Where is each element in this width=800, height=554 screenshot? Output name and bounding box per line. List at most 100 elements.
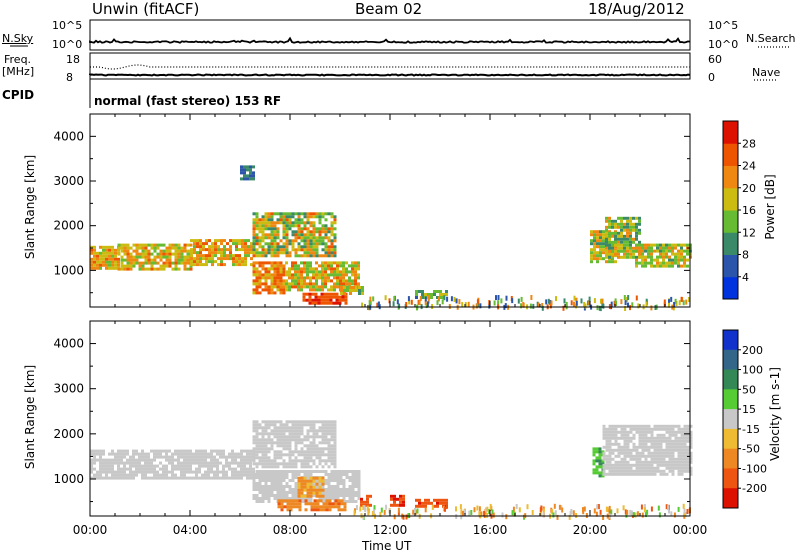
power-cell	[596, 260, 599, 264]
power-cell	[439, 293, 442, 296]
power-cell	[114, 257, 117, 261]
vel-cell	[258, 426, 262, 430]
vel-cell	[93, 458, 96, 462]
power-cell	[306, 285, 309, 289]
power-cell	[297, 279, 300, 283]
power-cell	[315, 248, 319, 252]
power-cell	[267, 285, 271, 289]
vel-cell	[650, 466, 654, 470]
vel-speckle	[373, 505, 376, 511]
vel-cell	[298, 505, 302, 509]
power-cell	[321, 276, 324, 280]
power-cell	[183, 255, 187, 259]
power-cell	[683, 258, 686, 262]
vel-cell	[162, 470, 165, 474]
vel-cell	[653, 460, 657, 464]
vel-cell	[279, 476, 283, 479]
vel-cell	[153, 470, 156, 474]
vel-cell	[608, 430, 612, 434]
vel-cell	[402, 500, 405, 504]
power-cell	[126, 255, 130, 259]
vel-cell	[662, 460, 666, 464]
vel-cell	[333, 470, 337, 473]
vel-cell	[285, 429, 289, 433]
power-cell	[590, 260, 593, 264]
vel-cell	[324, 479, 328, 482]
vel-cell	[126, 449, 129, 453]
vel-cell	[186, 470, 189, 474]
vel-cell	[273, 429, 277, 433]
vel-speckle	[622, 505, 625, 511]
vel-cell	[683, 430, 687, 434]
power-cell	[309, 251, 313, 255]
power-cell	[341, 298, 345, 302]
vel-cell	[288, 456, 292, 460]
vel-cell	[270, 479, 274, 482]
power-cell	[629, 240, 632, 244]
vel-cell	[300, 465, 304, 469]
vel-cell	[147, 452, 150, 456]
vel-cell	[309, 453, 313, 457]
power-cell	[243, 168, 246, 172]
power-speckle	[408, 299, 411, 305]
vel-cell	[285, 476, 289, 479]
vel-cell	[325, 502, 329, 506]
vel-cell	[330, 447, 334, 451]
vel-cell	[231, 473, 234, 477]
vel-cell	[309, 488, 313, 492]
vel-cell	[598, 447, 602, 451]
vel-cell	[671, 448, 675, 452]
vel-cell	[276, 450, 280, 454]
power-cell	[294, 270, 297, 274]
vel-cell	[324, 441, 328, 445]
vel-cell	[650, 433, 654, 437]
power-speckle	[537, 302, 540, 308]
vel-cell	[295, 505, 299, 509]
vel-cell	[647, 460, 651, 464]
power-cell	[315, 227, 319, 231]
power-cell	[258, 285, 262, 289]
vel-cell	[198, 476, 201, 480]
vel-cell	[632, 469, 636, 473]
vel-cell	[650, 442, 654, 446]
vel-cell	[216, 476, 219, 480]
power-cell	[333, 215, 337, 219]
vel-cell	[288, 426, 292, 430]
vel-cell	[270, 491, 274, 494]
vel-cell	[689, 433, 693, 437]
velocity-swatch	[723, 488, 738, 509]
vel-cell	[292, 499, 296, 503]
vel-cell	[264, 462, 268, 466]
power-cell	[638, 246, 641, 250]
power-cell	[241, 239, 244, 243]
power-cell	[677, 243, 680, 247]
vel-cell	[195, 461, 198, 465]
velocity-panel-frame	[89, 320, 691, 517]
velocity-cbar-tick: -100	[742, 462, 767, 475]
vel-cell	[297, 488, 301, 492]
vel-cell	[644, 460, 648, 464]
power-cell	[238, 260, 241, 264]
vel-cell	[393, 494, 396, 498]
power-cell	[249, 171, 252, 175]
power-cell	[608, 230, 611, 234]
vel-cell	[243, 464, 246, 468]
power-cell	[279, 282, 283, 286]
power-cell	[668, 243, 671, 247]
y-tick-label: 3000	[53, 174, 84, 188]
vel-speckle	[460, 514, 463, 520]
vel-speckle	[595, 511, 598, 517]
vel-cell	[393, 500, 396, 504]
power-cell	[336, 261, 339, 265]
power-cell	[309, 285, 312, 289]
power-cell	[258, 224, 262, 228]
vel-cell	[602, 472, 606, 476]
vel-cell	[316, 502, 320, 506]
vel-cell	[150, 476, 153, 480]
power-cell	[351, 267, 354, 271]
vel-cell	[261, 441, 265, 445]
vel-cell	[129, 470, 132, 474]
power-cell	[354, 261, 357, 265]
power-cell	[662, 249, 665, 253]
power-speckle	[517, 298, 520, 304]
